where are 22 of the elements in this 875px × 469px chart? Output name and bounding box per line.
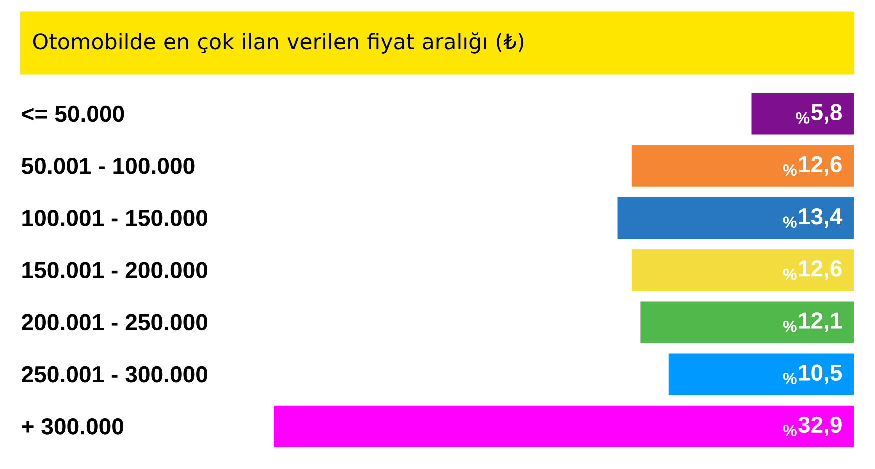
data-label: $_{%}$12,6 <box>783 156 842 176</box>
y-tick-label: + 300.000 <box>22 418 124 435</box>
chart-title: Otomobilde en çok ilan verilen fiyat aralığı (₺) <box>33 32 524 54</box>
bar <box>632 145 854 187</box>
bar <box>668 354 854 396</box>
bar <box>752 93 854 135</box>
data-label: $_{%}$10,5 <box>783 364 842 384</box>
data-label: $_{%}$12,1 <box>783 312 842 332</box>
bar <box>274 406 854 448</box>
y-tick-label: 100.001 - 150.000 <box>22 210 208 226</box>
y-tick-label: 150.001 - 200.000 <box>22 262 208 279</box>
bar <box>640 302 854 344</box>
y-tick-label: 250.001 - 300.000 <box>22 366 208 383</box>
data-label: $_{%}$32,9 <box>783 416 842 436</box>
y-tick-label: 50.001 - 100.000 <box>22 158 195 174</box>
data-label: $_{%}$5,8 <box>796 104 842 124</box>
y-tick-label: <= 50.000 <box>22 106 124 122</box>
data-label: $_{%}$13,4 <box>783 208 843 228</box>
data-label: $_{%}$12,6 <box>783 260 842 280</box>
y-tick-label: 200.001 - 250.000 <box>22 314 208 331</box>
bar <box>632 250 854 292</box>
bar <box>618 198 854 240</box>
